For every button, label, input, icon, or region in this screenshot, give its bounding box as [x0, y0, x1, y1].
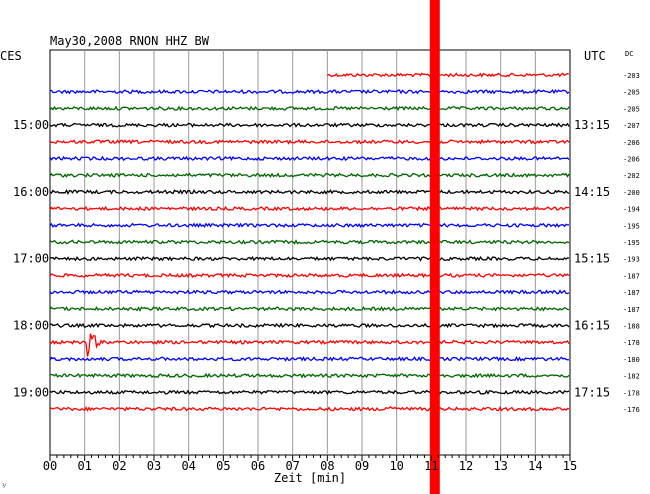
- seismic-trace: [49, 222, 570, 229]
- seismic-trace: [49, 105, 570, 112]
- dc-value: -207: [623, 122, 640, 130]
- seismic-trace: [49, 305, 570, 312]
- dc-value: -182: [623, 373, 640, 381]
- plot-frame: [49, 49, 571, 456]
- seismic-trace: [49, 372, 570, 379]
- seismic-trace: [49, 389, 570, 396]
- right-timezone-label: UTC: [584, 49, 606, 63]
- left-time-label: 19:00: [13, 385, 49, 399]
- left-time-label: 16:00: [13, 185, 49, 199]
- seismic-trace: [326, 72, 569, 78]
- right-time-label: 17:15: [574, 385, 610, 399]
- right-time-label: 15:15: [574, 252, 610, 266]
- seismic-trace: [49, 405, 570, 412]
- minute-grid: [84, 50, 536, 455]
- x-tick-label: 11: [424, 459, 438, 473]
- dc-value: -205: [623, 105, 640, 113]
- left-timezone-label: CES: [0, 49, 22, 63]
- trace-group: [49, 72, 570, 412]
- left-time-labels: 15:00 16:00 17:00 18:00 19:00: [13, 118, 49, 399]
- seismic-trace: [49, 188, 570, 195]
- x-tick-label: 03: [147, 459, 161, 473]
- left-time-label: 15:00: [13, 118, 49, 132]
- dc-value: -193: [623, 256, 640, 264]
- x-tick-label: 01: [77, 459, 91, 473]
- dc-header-label: DC: [625, 50, 633, 58]
- seismic-trace: [49, 172, 570, 178]
- x-tick-label: 15: [563, 459, 577, 473]
- seismic-trace: [49, 289, 570, 295]
- right-time-label: 14:15: [574, 185, 610, 199]
- x-axis-label: Zeit [min]: [274, 471, 346, 485]
- seismic-trace: [49, 138, 570, 145]
- dc-value: -180: [623, 356, 640, 364]
- x-tick-label: 09: [355, 459, 369, 473]
- dc-value: -188: [623, 323, 640, 331]
- marker-group: [429, 0, 440, 494]
- dc-value: -205: [623, 89, 640, 97]
- dc-value: -194: [623, 206, 640, 214]
- x-tick-label: 13: [493, 459, 507, 473]
- seismic-trace: [49, 155, 570, 162]
- seismic-trace: [49, 333, 570, 357]
- dc-value: -178: [623, 339, 640, 347]
- x-tick-label: 10: [389, 459, 403, 473]
- seismic-trace: [49, 355, 570, 362]
- left-time-label: 18:00: [13, 319, 49, 333]
- x-tick-label: 06: [251, 459, 265, 473]
- right-time-label: 16:15: [574, 319, 610, 333]
- seismic-trace: [49, 205, 570, 212]
- right-time-label: 13:15: [574, 118, 610, 132]
- corner-mark: ⅟: [2, 483, 7, 490]
- x-axis: 00 01 02 03 04 05 06 07 08 09 10 11 12 13 14 15: [43, 455, 577, 473]
- dc-value: -176: [623, 406, 640, 414]
- dc-value: -200: [623, 189, 640, 197]
- dc-value: -206: [623, 139, 640, 147]
- dc-value: -202: [623, 172, 640, 180]
- x-tick-label: 04: [181, 459, 195, 473]
- dc-value: -178: [623, 389, 640, 397]
- dc-value: -195: [623, 222, 640, 230]
- chart-title: May30,2008 RNON HHZ BW: [50, 34, 210, 48]
- dc-value: -206: [623, 156, 640, 164]
- x-tick-label: 00: [43, 459, 57, 473]
- x-tick-label: 07: [285, 459, 299, 473]
- seismic-trace: [49, 239, 570, 245]
- dc-value: -187: [623, 306, 640, 314]
- seismic-trace: [50, 88, 570, 95]
- dc-value: -203: [623, 72, 640, 80]
- seismic-trace: [49, 322, 570, 329]
- x-tick-label: 14: [528, 459, 542, 473]
- left-time-label: 17:00: [13, 252, 49, 266]
- event-marker-bar: [429, 0, 440, 494]
- x-tick-label: 12: [459, 459, 473, 473]
- dc-value: -195: [623, 239, 640, 247]
- seismic-trace: [49, 272, 570, 279]
- seismic-trace: [49, 255, 570, 262]
- dc-value: -187: [623, 289, 640, 297]
- x-tick-label: 05: [216, 459, 230, 473]
- seismic-trace: [49, 122, 570, 128]
- dc-value: -187: [623, 272, 640, 280]
- right-time-labels: 13:15 14:15 15:15 16:15 17:15: [574, 118, 610, 399]
- x-tick-label: 08: [320, 459, 334, 473]
- x-tick-label: 02: [112, 459, 126, 473]
- dc-value-labels: -203 -205 -205 -207 -206 -206 -202 -200 -194 -195…: [623, 72, 640, 414]
